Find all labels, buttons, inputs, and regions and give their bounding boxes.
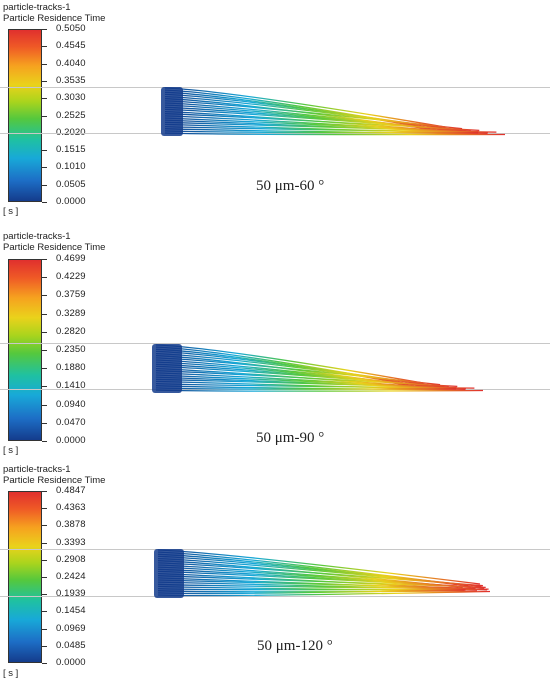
colorbar-tick-label: 0.0485 bbox=[56, 639, 86, 651]
colorbar bbox=[8, 29, 42, 202]
track-lines bbox=[155, 344, 484, 392]
particle-track bbox=[164, 108, 462, 131]
colorbar-tick-label: 0.3393 bbox=[56, 536, 86, 548]
colorbar-ticks: 0.4699 0.4229 0.3759 0.3289 0.2820 0.2350 0.18… bbox=[42, 253, 132, 446]
colorbar-tick-label: 0.2820 bbox=[56, 325, 86, 337]
colorbar-unit: [ s ] bbox=[3, 445, 19, 456]
injection-region bbox=[161, 87, 183, 136]
guide-line-bottom bbox=[0, 596, 550, 597]
guide-line-top bbox=[0, 549, 550, 550]
panel-120-degree: particle-tracks-1 Particle Residence Tim… bbox=[0, 460, 550, 682]
injection-region bbox=[154, 549, 184, 598]
colorbar-tick-label: 0.3759 bbox=[56, 289, 86, 301]
colorbar-tick-label: 0.1939 bbox=[56, 588, 86, 600]
colorbar-tick-label: 0.4229 bbox=[56, 271, 86, 283]
legend-subtitle: Particle Residence Time bbox=[3, 475, 106, 486]
colorbar-tick-label: 0.0940 bbox=[56, 398, 86, 410]
caption: 50 μm-120 ° bbox=[257, 638, 333, 654]
particle-track bbox=[155, 389, 484, 392]
colorbar-tick-label: 0.2350 bbox=[56, 344, 86, 355]
colorbar-ticks: 0.4847 0.4363 0.3878 0.3393 0.2908 0.2424 0.19… bbox=[42, 485, 132, 668]
panel-90-degree: particle-tracks-1 Particle Residence Tim… bbox=[0, 228, 550, 456]
caption: 50 μm-60 ° bbox=[256, 178, 325, 194]
colorbar-tick-label: 0.2525 bbox=[56, 109, 86, 121]
colorbar bbox=[8, 491, 42, 663]
particle-tracks-plot bbox=[152, 344, 484, 393]
particle-track bbox=[164, 130, 479, 134]
legend-subtitle: Particle Residence Time bbox=[3, 242, 106, 253]
particle-track bbox=[164, 113, 480, 132]
injection-region bbox=[152, 344, 182, 393]
particle-track bbox=[164, 100, 463, 130]
colorbar-tick-label: 0.1454 bbox=[56, 605, 86, 617]
particle-tracks-plot bbox=[161, 87, 506, 136]
colorbar-tick-label: 0.2020 bbox=[56, 126, 86, 138]
colorbar-tick-label: 0.0470 bbox=[56, 416, 86, 428]
colorbar-tick-label: 0.5050 bbox=[56, 23, 86, 34]
colorbar-tick-label: 0.3535 bbox=[56, 74, 86, 86]
colorbar-tick-label: 0.4545 bbox=[56, 40, 86, 52]
particle-track bbox=[164, 123, 470, 135]
particle-track bbox=[164, 125, 497, 133]
guide-line-top bbox=[0, 87, 550, 88]
legend-subtitle: Particle Residence Time bbox=[3, 13, 106, 24]
particle-track bbox=[164, 110, 453, 133]
particle-track bbox=[164, 117, 462, 132]
colorbar-tick-label: 0.4363 bbox=[56, 502, 86, 514]
particle-track bbox=[157, 562, 483, 587]
colorbar-unit: [ s ] bbox=[3, 668, 19, 679]
particle-tracks-plot bbox=[154, 549, 491, 598]
colorbar bbox=[8, 259, 42, 441]
colorbar-tick-label: 0.0000 bbox=[56, 196, 86, 207]
colorbar-tick-label: 0.0000 bbox=[56, 657, 86, 668]
particle-track bbox=[164, 132, 506, 136]
colorbar-tick-label: 0.3878 bbox=[56, 519, 86, 531]
colorbar-tick-label: 0.3030 bbox=[56, 92, 86, 104]
colorbar-tick-label: 0.1880 bbox=[56, 362, 86, 374]
caption: 50 μm-90 ° bbox=[256, 430, 325, 446]
guide-line-bottom bbox=[0, 133, 550, 134]
colorbar-tick-label: 0.1515 bbox=[56, 144, 86, 156]
particle-track bbox=[164, 121, 479, 133]
legend-title: particle-tracks-1 bbox=[3, 2, 71, 13]
colorbar-tick-label: 0.1410 bbox=[56, 380, 86, 392]
guide-line-top bbox=[0, 343, 550, 344]
colorbar-tick-label: 0.4847 bbox=[56, 485, 86, 496]
colorbar-tick-label: 0.0505 bbox=[56, 178, 86, 190]
panel-60-degree: particle-tracks-1 Particle Residence Tim… bbox=[0, 0, 550, 222]
track-lines bbox=[157, 549, 491, 597]
particle-track bbox=[164, 87, 446, 128]
colorbar-ticks: 0.5050 0.4545 0.4040 0.3535 0.3030 0.2525 0.20… bbox=[42, 23, 132, 207]
colorbar-tick-label: 0.2908 bbox=[56, 553, 86, 565]
colorbar-tick-label: 0.4040 bbox=[56, 57, 86, 69]
colorbar-tick-label: 0.0969 bbox=[56, 622, 86, 634]
track-lines bbox=[164, 87, 506, 136]
legend-title: particle-tracks-1 bbox=[3, 464, 71, 475]
colorbar-tick-label: 0.4699 bbox=[56, 253, 86, 264]
colorbar-unit: [ s ] bbox=[3, 206, 19, 217]
colorbar-tick-label: 0.3289 bbox=[56, 307, 86, 319]
colorbar-tick-label: 0.1010 bbox=[56, 161, 86, 173]
colorbar-tick-label: 0.2424 bbox=[56, 571, 86, 582]
colorbar-tick-label: 0.0000 bbox=[56, 435, 86, 446]
legend-title: particle-tracks-1 bbox=[3, 231, 71, 242]
